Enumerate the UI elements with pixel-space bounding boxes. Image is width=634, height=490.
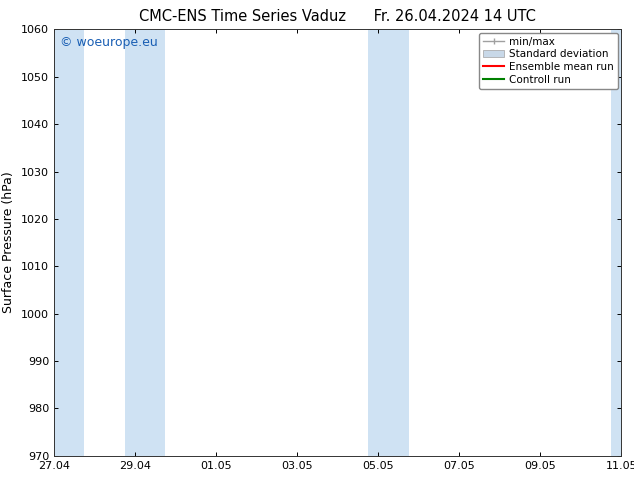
Bar: [368, 29, 408, 456]
Title: CMC-ENS Time Series Vaduz      Fr. 26.04.2024 14 UTC: CMC-ENS Time Series Vaduz Fr. 26.04.2024…: [139, 9, 536, 24]
Y-axis label: Surface Pressure (hPa): Surface Pressure (hPa): [3, 172, 15, 314]
Bar: [125, 29, 165, 456]
Bar: [611, 29, 621, 456]
Bar: [54, 29, 84, 456]
Legend: min/max, Standard deviation, Ensemble mean run, Controll run: min/max, Standard deviation, Ensemble me…: [479, 32, 618, 89]
Text: © woeurope.eu: © woeurope.eu: [60, 36, 157, 49]
